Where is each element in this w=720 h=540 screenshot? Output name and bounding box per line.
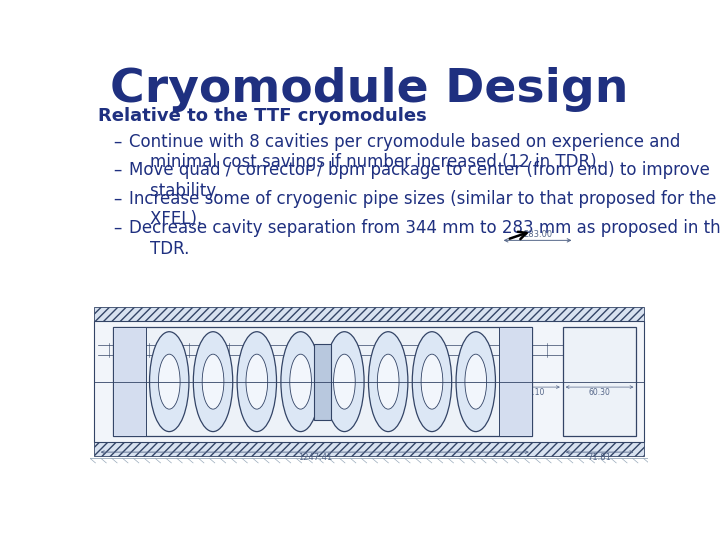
Text: 101.10: 101.10 [518,388,544,397]
Bar [314,343,331,420]
Text: Decrease cavity separation from 344 mm to 283 mm as proposed in the
    TDR.: Decrease cavity separation from 344 mm t… [129,219,720,258]
Ellipse shape [325,332,364,431]
Ellipse shape [246,354,268,409]
Text: Increase some of cryogenic pipe sizes (similar to that proposed for the
    XFEL: Increase some of cryogenic pipe sizes (s… [129,190,716,228]
Text: Relative to the TTF cryomodules: Relative to the TTF cryomodules [98,106,426,125]
Bar [499,327,532,436]
Text: 60.30: 60.30 [589,388,611,397]
Ellipse shape [281,332,320,431]
Ellipse shape [421,354,443,409]
Ellipse shape [158,354,180,409]
Ellipse shape [194,332,233,431]
Text: –: – [113,161,122,179]
Ellipse shape [150,332,189,431]
Ellipse shape [369,332,408,431]
Bar [563,327,636,436]
Text: Move quad / corrector / bpm package to center (from end) to improve
    stabilit: Move quad / corrector / bpm package to c… [129,161,710,200]
Text: 283.00: 283.00 [523,230,552,239]
Text: Continue with 8 cavities per cryomodule based on experience and
    minimal cost: Continue with 8 cavities per cryomodule … [129,132,680,171]
Text: –: – [113,132,122,151]
Ellipse shape [237,332,276,431]
Ellipse shape [413,332,451,431]
Ellipse shape [465,354,487,409]
Ellipse shape [289,354,312,409]
Ellipse shape [377,354,399,409]
Text: 1247.41: 1247.41 [297,453,332,462]
Text: –: – [113,219,122,237]
Text: 71.81: 71.81 [588,453,611,462]
Ellipse shape [202,354,224,409]
Ellipse shape [333,354,355,409]
Bar [94,442,644,456]
Bar [94,307,644,456]
Ellipse shape [456,332,495,431]
Bar [94,307,644,321]
Bar [113,327,145,436]
Bar [94,321,644,442]
Text: Cryomodule Design: Cryomodule Design [109,67,629,112]
Text: –: – [113,190,122,207]
Bar [113,327,532,436]
